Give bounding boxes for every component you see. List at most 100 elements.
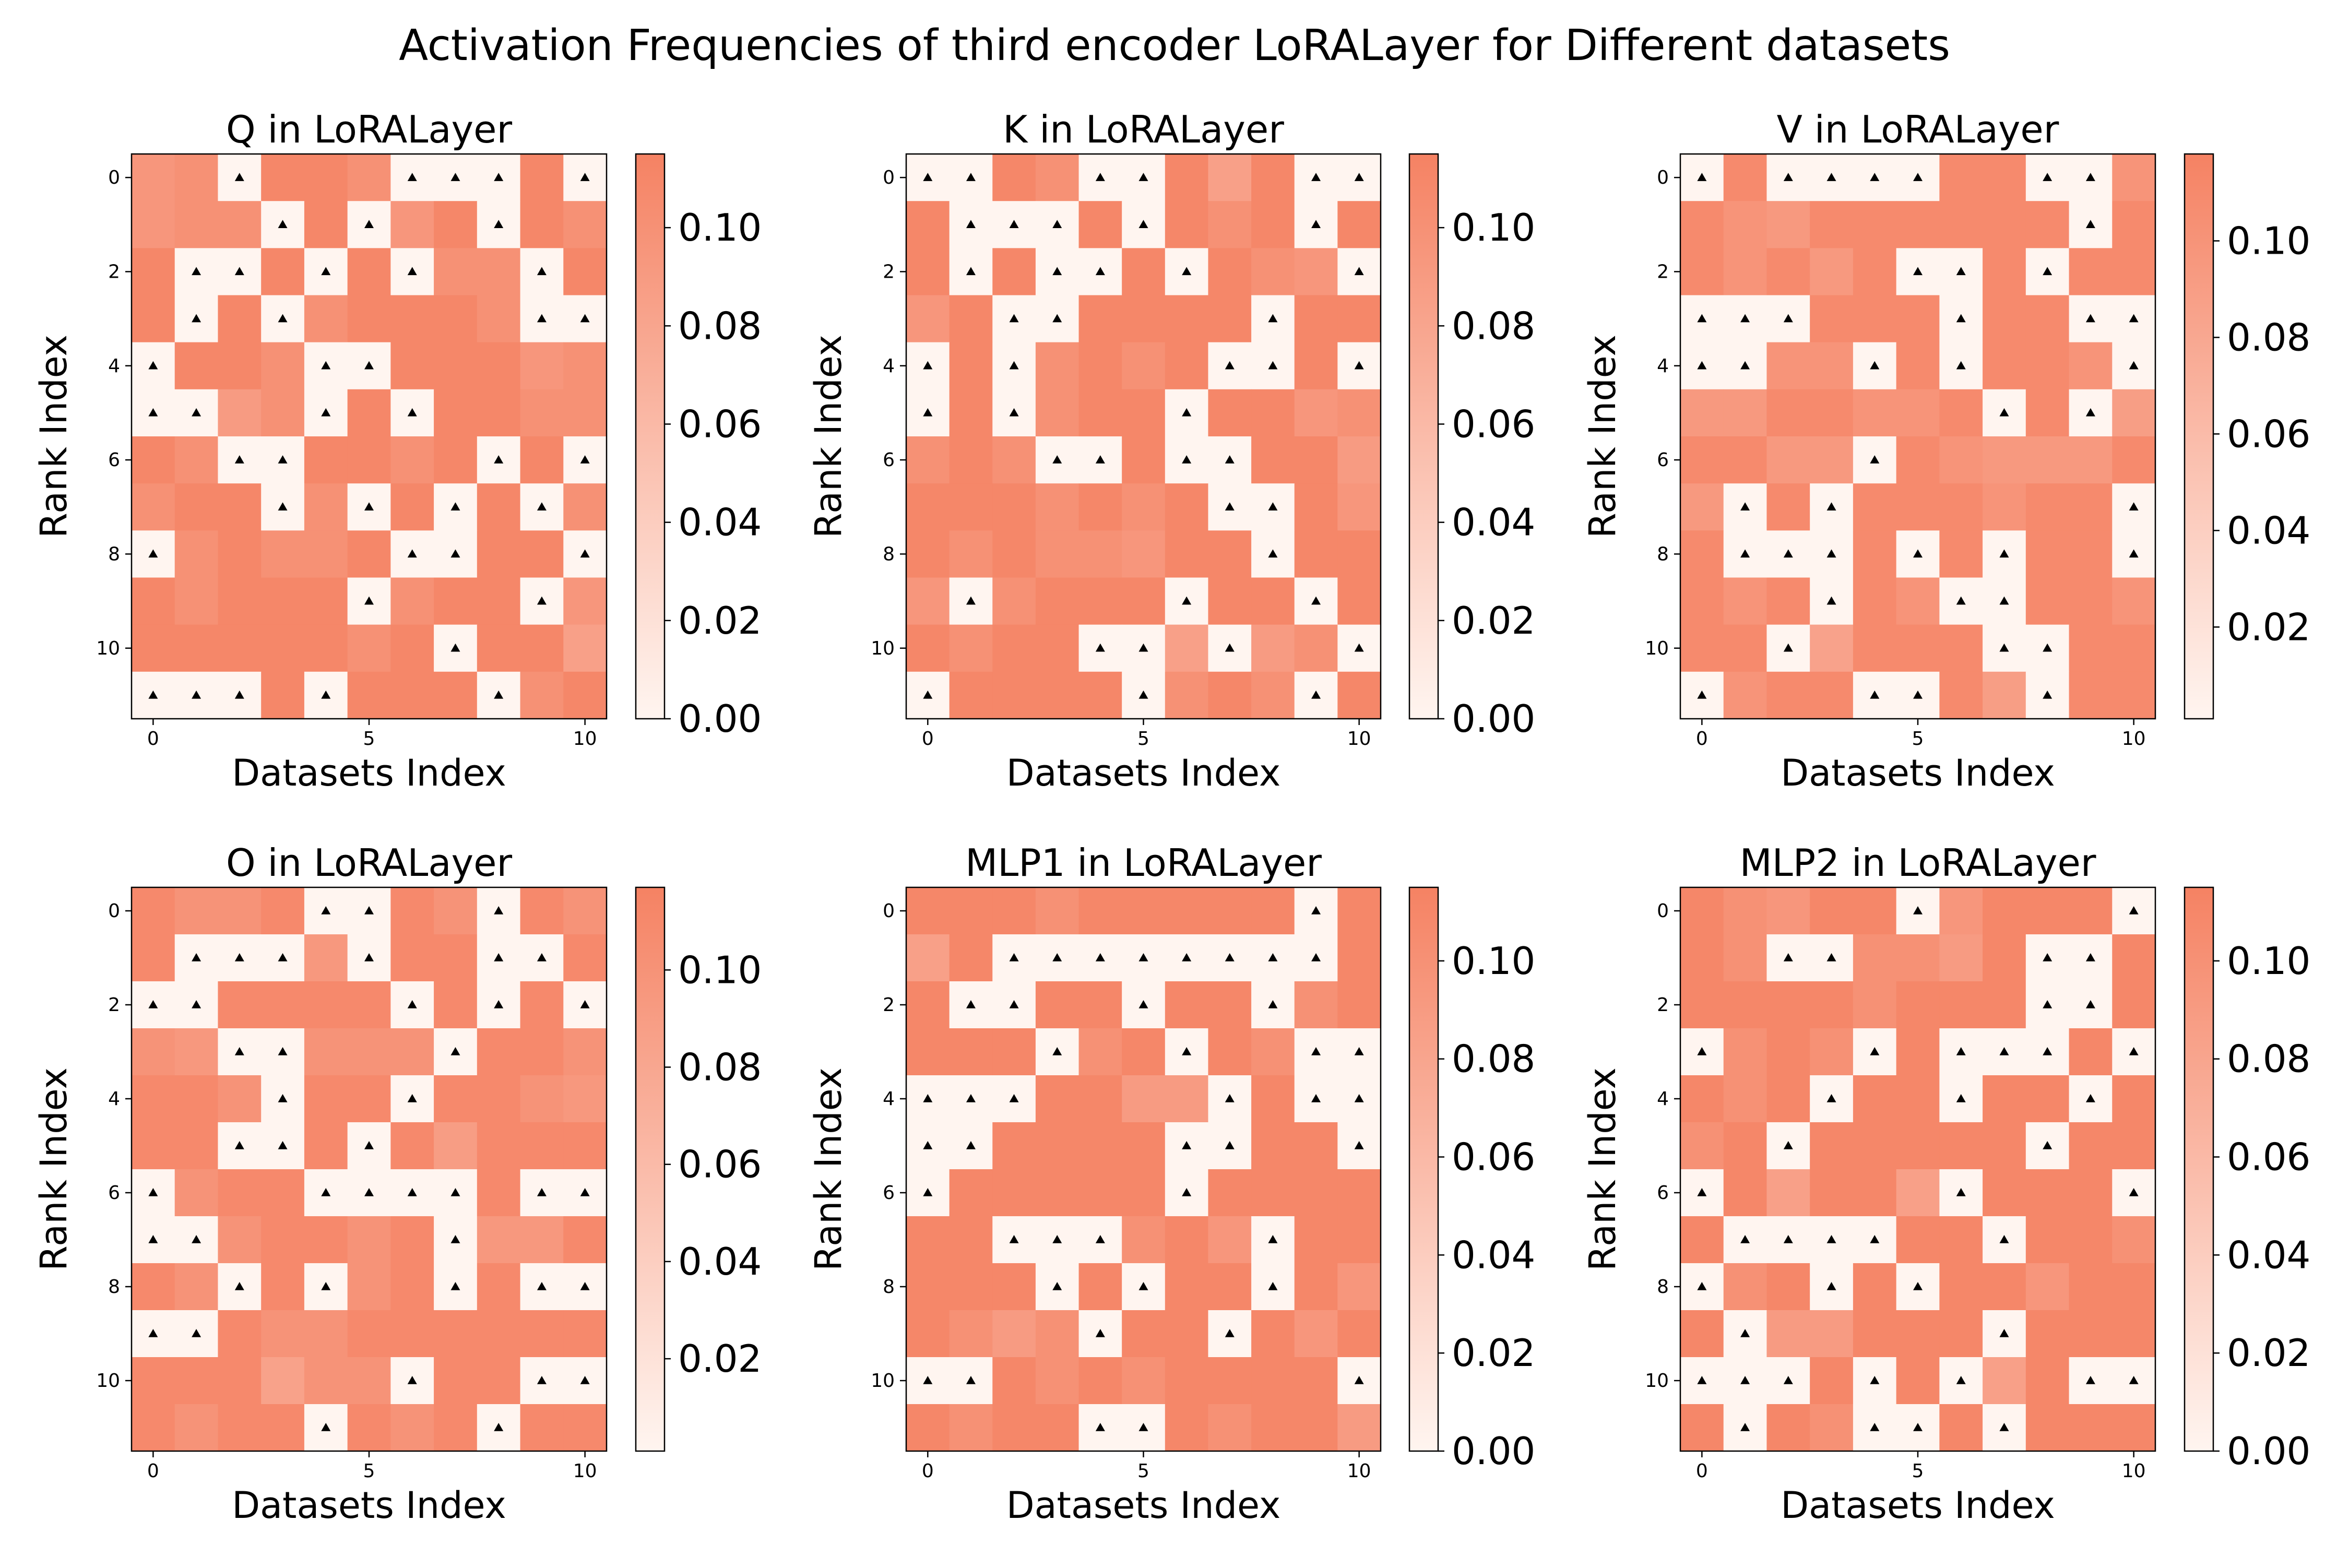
heatmap-cell <box>1035 342 1079 390</box>
inactive-marker <box>537 502 547 510</box>
heatmap-cell <box>949 436 993 484</box>
inactive-marker <box>580 1282 590 1290</box>
heatmap-cell <box>1853 934 1897 982</box>
inactive-marker <box>450 1235 460 1243</box>
inactive-marker <box>1783 314 1793 323</box>
inactive-marker <box>537 953 547 961</box>
heatmap-cell <box>906 530 950 578</box>
heatmap-cell <box>1078 887 1122 935</box>
heatmap-cell <box>992 1122 1036 1170</box>
x-tick-label: 0 <box>147 728 159 750</box>
heatmap-cell <box>1078 295 1122 343</box>
heatmap-cell <box>949 530 993 578</box>
heatmap-cell <box>1810 624 1854 672</box>
inactive-marker <box>1311 953 1321 961</box>
heatmap-cell <box>2069 624 2113 672</box>
inactive-marker <box>1999 596 2009 605</box>
heatmap-cell <box>520 624 564 672</box>
inactive-marker <box>537 1376 547 1384</box>
heatmap-cell <box>2069 248 2113 296</box>
heatmap-cell <box>390 577 434 625</box>
heatmap-cell <box>1165 1263 1209 1311</box>
heatmap-cell <box>477 1216 521 1264</box>
inactive-marker <box>580 549 590 558</box>
heatmap-cell <box>347 1216 391 1264</box>
heatmap-cell <box>1122 1122 1166 1170</box>
heatmap-cell <box>174 1028 219 1076</box>
inactive-marker <box>278 953 288 961</box>
heatmap-cell <box>949 1028 993 1076</box>
heatmap-cell <box>1723 577 1767 625</box>
subplot-4: MLP1 in LoRALayer 0 5 10 0 2 4 6 8 10 Datasets Ind… <box>807 841 1535 1527</box>
colorbar-tick-label: 0.06 <box>2227 412 2310 456</box>
heatmap-cell <box>1983 483 2026 531</box>
heatmap-cell <box>132 1263 175 1311</box>
inactive-marker <box>234 1141 244 1149</box>
y-tick-label: 8 <box>883 543 895 565</box>
heatmap-cell <box>390 1216 434 1264</box>
inactive-marker <box>364 361 374 370</box>
inactive-marker <box>1268 1282 1278 1290</box>
inactive-marker <box>364 1188 374 1196</box>
heatmap-cell <box>1766 1263 1810 1311</box>
inactive-marker <box>1354 1376 1364 1384</box>
heatmap-cell <box>563 934 607 982</box>
inactive-marker <box>1999 643 2009 652</box>
colorbar-frame <box>2184 153 2214 720</box>
heatmap-cell <box>1122 342 1166 390</box>
heatmap-cell <box>2025 577 2070 625</box>
heatmap-cell <box>1983 1122 2026 1170</box>
colorbar-tick-label: 0.00 <box>2227 1429 2310 1473</box>
heatmap-cell <box>520 887 564 935</box>
colorbar-frame <box>1408 886 1439 1452</box>
inactive-marker <box>537 1282 547 1290</box>
heatmap-cell <box>1251 1169 1295 1217</box>
heatmap-cell <box>2069 483 2113 531</box>
heatmap-cell <box>1680 248 1724 296</box>
heatmap-cell <box>2025 483 2070 531</box>
heatmap-cell <box>390 295 434 343</box>
y-tick-label: 4 <box>108 355 120 377</box>
inactive-marker <box>2129 1047 2139 1055</box>
heatmap-cell <box>1723 201 1767 248</box>
inactive-marker <box>234 455 244 464</box>
heatmap-cell <box>218 1310 262 1358</box>
heatmap-cell <box>1122 1028 1166 1076</box>
colorbar-tick-label: 0.06 <box>1452 1135 1535 1179</box>
heatmap-cell <box>520 342 564 390</box>
inactive-marker <box>1913 173 1923 181</box>
heatmap-cell <box>1680 201 1724 248</box>
heatmap-cell <box>1853 887 1897 935</box>
heatmap-cell <box>1896 1310 1940 1358</box>
inactive-marker <box>1783 1141 1793 1149</box>
heatmap-cell <box>1766 887 1810 935</box>
inactive-marker <box>1354 1047 1364 1055</box>
heatmap-cell <box>1251 154 1295 201</box>
colorbar-tick-label: 0.00 <box>1452 697 1535 741</box>
y-tick-label: 10 <box>871 638 895 659</box>
heatmap-cell <box>1723 1075 1767 1123</box>
inactive-marker <box>1138 173 1148 181</box>
inactive-marker <box>1354 173 1364 181</box>
heatmap-cell <box>1939 436 1983 484</box>
inactive-marker <box>148 1000 158 1008</box>
inactive-marker <box>1009 1000 1019 1008</box>
heatmap-cell <box>218 201 262 248</box>
heatmap-cell <box>174 577 219 625</box>
heatmap-cell <box>434 1310 478 1358</box>
heatmap-cell <box>906 934 950 982</box>
inactive-marker <box>537 1188 547 1196</box>
x-tick-label: 0 <box>147 1460 159 1482</box>
heatmap-cell <box>1680 483 1724 531</box>
colorbar-tick-label: 0.08 <box>678 1045 762 1089</box>
inactive-marker <box>1697 314 1707 323</box>
inactive-marker <box>1870 455 1880 464</box>
heatmap-cell <box>132 934 175 982</box>
inactive-marker <box>1268 549 1278 558</box>
inactive-marker <box>1052 1047 1062 1055</box>
heatmap-cell <box>520 154 564 201</box>
heatmap-cell <box>2025 887 2070 935</box>
heatmap-cell <box>2025 1169 2070 1217</box>
heatmap-cell <box>1165 981 1209 1029</box>
heatmap-cell <box>520 1216 564 1264</box>
